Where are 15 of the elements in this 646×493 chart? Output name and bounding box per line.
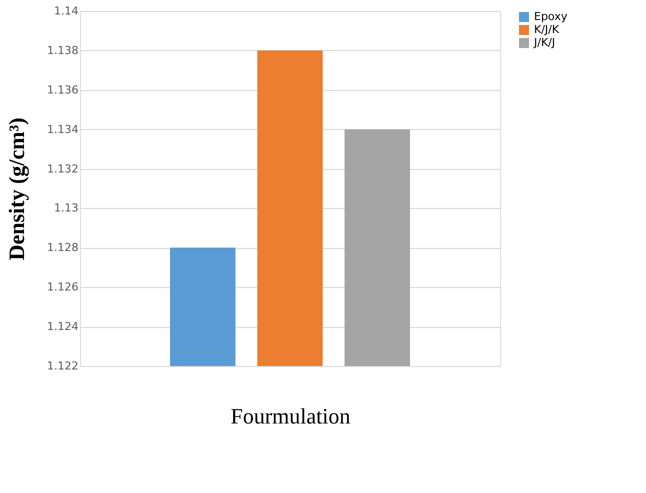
y-tick-label: 1.14 [54,4,78,18]
y-tick-label: 1.138 [47,44,78,57]
y-tick-label: 1.136 [47,83,78,96]
y-tick-label: 1.134 [47,122,78,136]
y-tick-label: 1.128 [47,241,78,254]
y-tick-label: 1.124 [47,320,78,334]
y-tick-label: 1.13 [54,202,78,215]
y-tick-label: 1.122 [47,360,78,372]
legend-label: Epoxy [534,10,568,23]
y-tick-label: 1.126 [47,280,78,294]
y-tick-label: 1.132 [47,162,78,176]
legend-label: K/J/K [534,23,560,36]
y-axis-title: Density (g/cm³) [4,118,30,260]
x-axis-title: Fourmulation [230,404,350,428]
legend-label: J/K/J [533,36,556,49]
